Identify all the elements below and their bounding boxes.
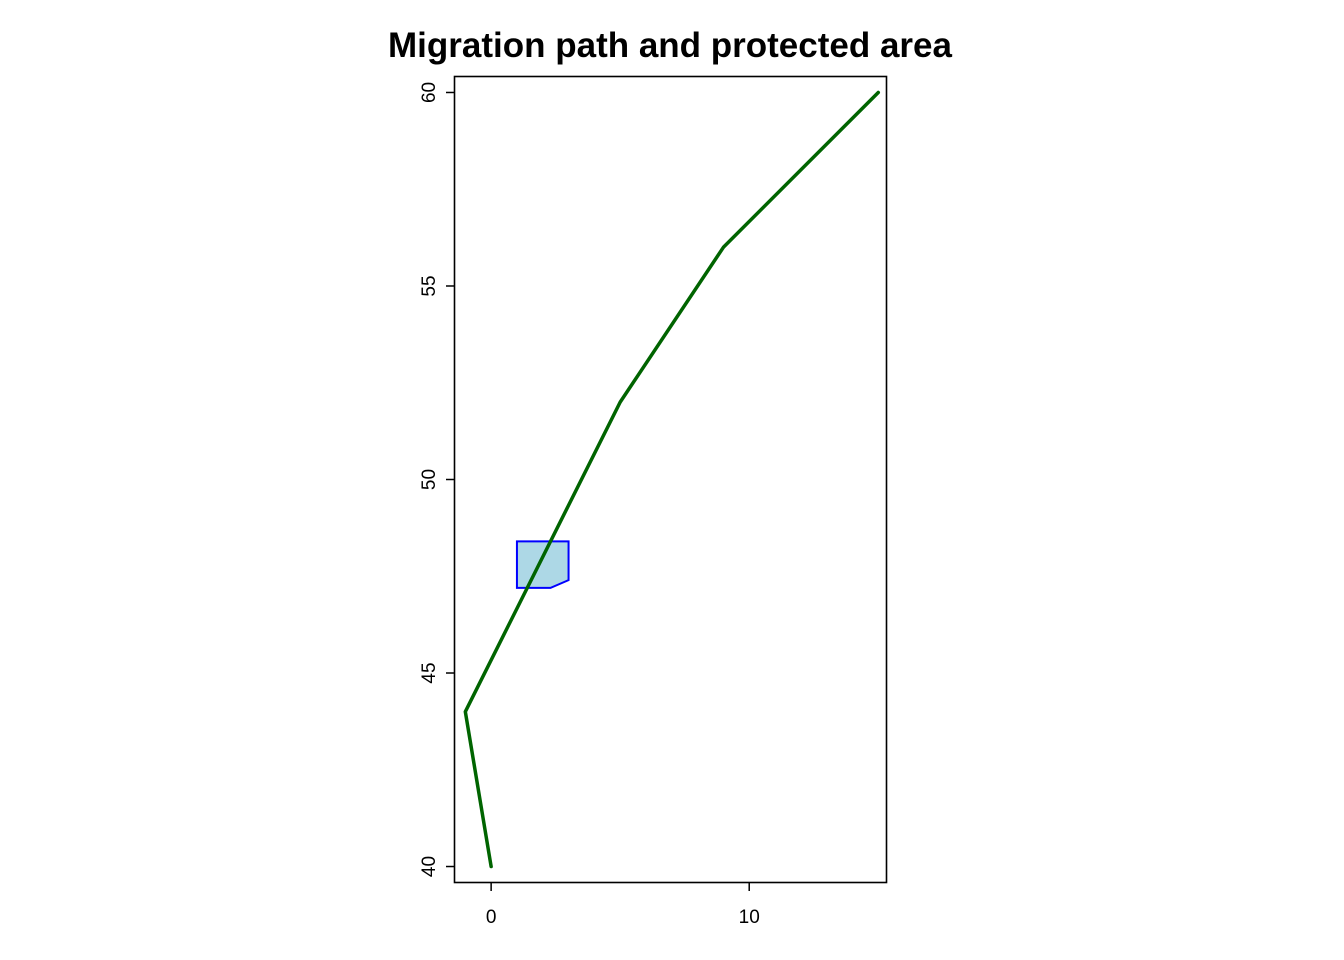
y-axis: 40 45 50 55 60 [419,82,455,877]
y-tick-label: 55 [419,275,440,296]
x-tick-label: 10 [739,907,760,928]
x-tick-label: 0 [486,907,497,928]
protected-area-polygon [515,540,570,589]
y-tick-label: 60 [419,82,440,103]
series-layer [463,90,881,869]
y-tick-label: 50 [419,469,440,490]
plot-frame [453,75,888,884]
y-tick-label: 45 [419,662,440,683]
chart-title: Migration path and protected area [388,26,952,65]
y-tick-label: 40 [419,856,440,877]
x-axis: 0 10 [486,882,760,928]
migration-path-line [463,90,881,869]
